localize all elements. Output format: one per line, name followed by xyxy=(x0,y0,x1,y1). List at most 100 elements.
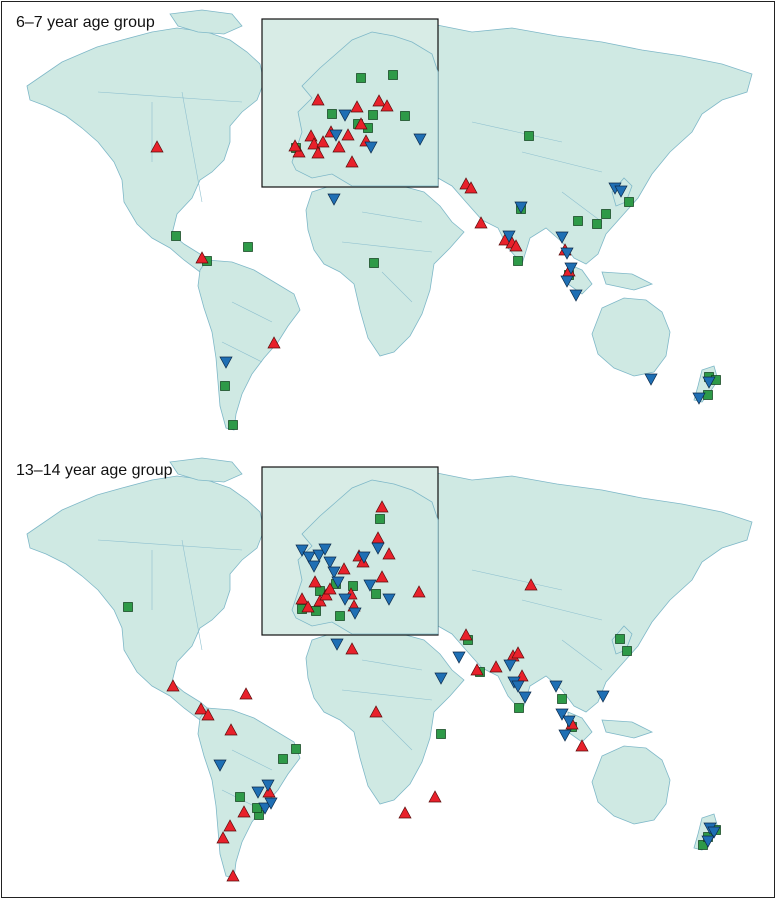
up-triangle-marker xyxy=(382,547,396,560)
down-triangle-marker xyxy=(307,560,321,573)
square-marker xyxy=(601,209,611,219)
map-panel-13-14: 13–14 year age group xyxy=(2,450,776,898)
down-triangle-marker xyxy=(338,593,352,606)
down-triangle-marker xyxy=(562,715,576,728)
country-borders xyxy=(97,91,603,363)
up-triangle-marker xyxy=(345,642,359,655)
up-triangle-marker xyxy=(350,100,364,113)
square-marker xyxy=(335,611,345,621)
down-triangle-marker xyxy=(338,109,352,122)
down-triangle-marker xyxy=(329,129,343,142)
up-triangle-marker xyxy=(166,679,180,692)
square-marker xyxy=(278,754,288,764)
up-triangle-marker xyxy=(345,155,359,168)
up-triangle-marker xyxy=(323,582,337,595)
down-triangle-marker xyxy=(503,659,517,672)
square-marker xyxy=(622,646,632,656)
down-triangle-marker xyxy=(555,231,569,244)
up-triangle-marker xyxy=(195,251,209,264)
panel-title: 13–14 year age group xyxy=(16,462,173,479)
square-marker xyxy=(123,602,133,612)
down-triangle-marker xyxy=(701,835,715,848)
down-triangle-marker xyxy=(331,576,345,589)
up-triangle-marker xyxy=(369,705,383,718)
square-marker xyxy=(400,111,410,121)
down-triangle-marker xyxy=(264,797,278,810)
square-marker xyxy=(327,109,337,119)
square-marker xyxy=(514,703,524,713)
down-triangle-marker xyxy=(295,544,309,557)
up-triangle-marker xyxy=(524,578,538,591)
down-triangle-marker xyxy=(596,690,610,703)
up-triangle-marker xyxy=(509,239,523,252)
square-marker xyxy=(171,231,181,241)
up-triangle-marker xyxy=(375,500,389,513)
square-marker xyxy=(291,744,301,754)
down-triangle-marker xyxy=(318,543,332,556)
square-marker xyxy=(573,216,583,226)
down-triangle-marker xyxy=(302,551,316,564)
down-triangle-marker xyxy=(560,247,574,260)
down-triangle-marker xyxy=(560,275,574,288)
down-triangle-marker xyxy=(312,549,326,562)
up-triangle-marker xyxy=(511,646,525,659)
down-triangle-marker xyxy=(614,185,628,198)
up-triangle-marker xyxy=(354,117,368,130)
up-triangle-marker xyxy=(301,600,315,613)
square-marker xyxy=(220,381,230,391)
up-triangle-marker xyxy=(459,628,473,641)
down-triangle-marker xyxy=(261,779,275,792)
up-triangle-marker xyxy=(372,94,386,107)
down-triangle-marker xyxy=(258,802,272,815)
square-marker xyxy=(368,110,378,120)
up-triangle-marker xyxy=(288,139,302,152)
down-triangle-marker xyxy=(382,593,396,606)
map-panel-6-7: 6–7 year age group xyxy=(2,2,776,450)
down-triangle-marker xyxy=(707,826,721,839)
up-triangle-marker xyxy=(150,140,164,153)
square-marker xyxy=(375,514,385,524)
down-triangle-marker xyxy=(452,651,466,664)
down-triangle-marker xyxy=(702,376,716,389)
up-triangle-marker xyxy=(295,592,309,605)
square-marker xyxy=(348,581,358,591)
up-triangle-marker xyxy=(311,146,325,159)
square-marker xyxy=(703,390,713,400)
up-triangle-marker xyxy=(337,562,351,575)
down-triangle-marker xyxy=(323,556,337,569)
up-triangle-marker xyxy=(292,145,306,158)
down-triangle-marker xyxy=(357,551,371,564)
up-triangle-marker xyxy=(262,785,276,798)
up-triangle-marker xyxy=(575,739,589,752)
square-marker xyxy=(592,219,602,229)
up-triangle-marker xyxy=(239,687,253,700)
down-triangle-marker xyxy=(511,680,525,693)
down-triangle-marker xyxy=(363,579,377,592)
down-triangle-marker xyxy=(555,708,569,721)
up-triangle-marker xyxy=(464,181,478,194)
square-marker xyxy=(436,729,446,739)
up-triangle-marker xyxy=(194,702,208,715)
up-triangle-marker xyxy=(307,137,321,150)
down-triangle-marker xyxy=(330,638,344,651)
square-marker xyxy=(235,792,245,802)
square-marker xyxy=(524,131,534,141)
square-marker xyxy=(513,256,523,266)
up-triangle-marker xyxy=(341,128,355,141)
up-triangle-marker xyxy=(375,570,389,583)
down-triangle-marker xyxy=(558,729,572,742)
down-triangle-marker xyxy=(514,201,528,214)
square-marker xyxy=(624,197,634,207)
panel-title: 6–7 year age group xyxy=(16,14,155,31)
down-triangle-marker xyxy=(364,141,378,154)
up-triangle-marker xyxy=(474,216,488,229)
down-triangle-marker xyxy=(518,691,532,704)
world-map-top xyxy=(26,9,753,431)
square-marker xyxy=(356,73,366,83)
square-marker xyxy=(371,589,381,599)
down-triangle-marker xyxy=(564,262,578,275)
down-triangle-marker xyxy=(549,680,563,693)
up-triangle-marker xyxy=(313,594,327,607)
up-triangle-marker xyxy=(412,585,426,598)
